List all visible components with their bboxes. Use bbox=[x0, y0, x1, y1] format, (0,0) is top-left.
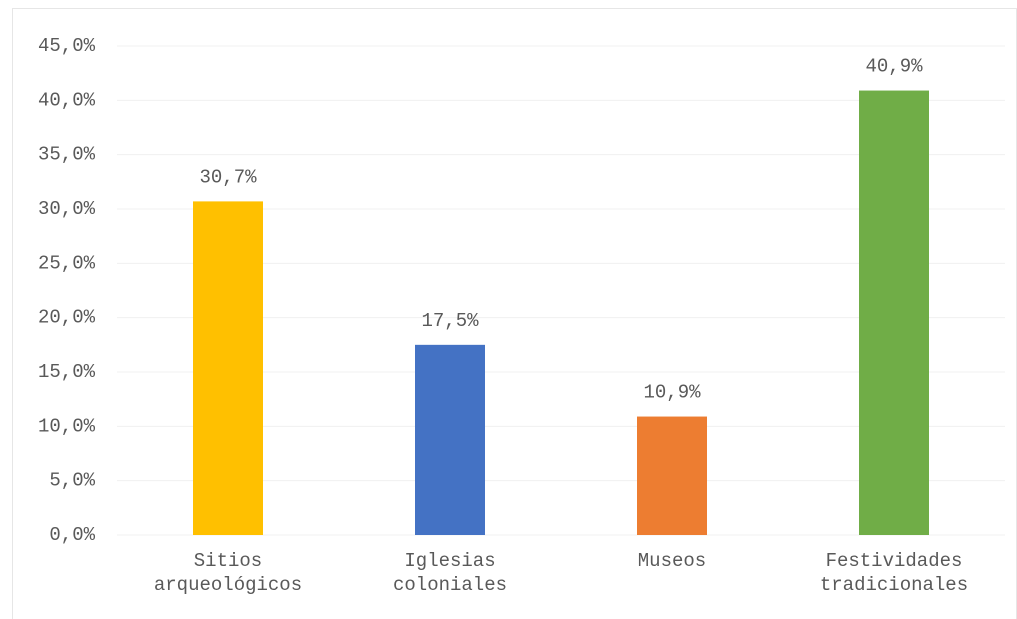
y-tick-label: 40,0% bbox=[38, 89, 96, 111]
x-tick-label: Iglesias coloniales bbox=[392, 550, 508, 596]
bar bbox=[193, 201, 263, 536]
data-label: 10,9% bbox=[643, 382, 701, 404]
bar bbox=[415, 344, 485, 535]
y-tick-label: 25,0% bbox=[38, 252, 96, 274]
y-tick-label: 35,0% bbox=[38, 144, 96, 166]
y-tick-label: 10,0% bbox=[38, 415, 96, 437]
y-tick-label: 5,0% bbox=[49, 470, 95, 492]
y-tick-label: 30,0% bbox=[38, 198, 96, 220]
data-label: 30,7% bbox=[199, 166, 257, 188]
x-tick-label: Festividades tradicionales bbox=[819, 550, 969, 596]
y-tick-label: 15,0% bbox=[38, 361, 96, 383]
x-tick-label: Museos bbox=[637, 550, 707, 572]
data-label: 40,9% bbox=[865, 56, 923, 78]
x-tick-label: Sitios arqueológicos bbox=[153, 550, 303, 596]
y-tick-label: 45,0% bbox=[38, 35, 96, 57]
y-tick-label: 0,0% bbox=[49, 524, 95, 546]
bar bbox=[637, 416, 707, 535]
data-label: 17,5% bbox=[421, 310, 479, 332]
y-tick-label: 20,0% bbox=[38, 307, 96, 329]
bar bbox=[859, 90, 929, 535]
